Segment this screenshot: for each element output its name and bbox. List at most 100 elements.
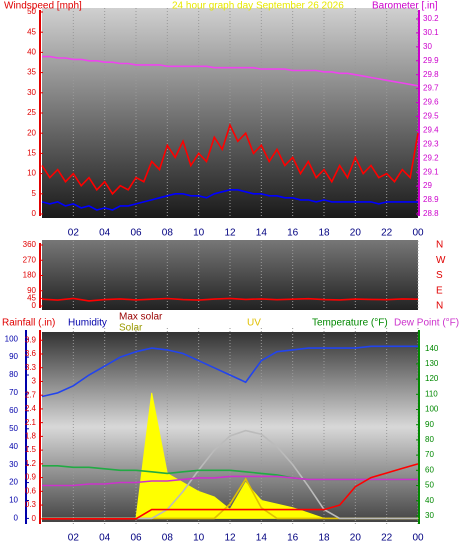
x-tick-label: 14 bbox=[256, 228, 268, 239]
y-tick-label: 0.3 bbox=[25, 500, 37, 509]
x-tick-label: 18 bbox=[318, 533, 330, 544]
y-tick-label: 35 bbox=[27, 68, 36, 77]
y-tick-label: 3.6 bbox=[25, 349, 37, 358]
y-tick-label: 0 bbox=[32, 514, 37, 523]
x-tick-label: 22 bbox=[381, 228, 393, 239]
axis-label: Windspeed [mph] bbox=[4, 1, 82, 12]
y-tick-label: 70 bbox=[9, 388, 18, 397]
x-tick-label: 08 bbox=[162, 228, 174, 239]
y-tick-label: 0 bbox=[32, 301, 37, 310]
x-tick-label: 16 bbox=[287, 533, 299, 544]
y-tick-label: 120 bbox=[425, 374, 439, 383]
y-tick-label: 2.7 bbox=[25, 390, 37, 399]
y-tick-label: 15 bbox=[27, 149, 36, 158]
y-tick-label: 29.2 bbox=[423, 153, 439, 162]
axis-label: Barometer [.in] bbox=[372, 1, 438, 12]
y-tick-label: 25 bbox=[27, 108, 36, 117]
axis-label: Temperature (°F) bbox=[312, 318, 388, 329]
y-tick-label: 100 bbox=[5, 334, 19, 343]
y-tick-label: 1.8 bbox=[25, 431, 37, 440]
y-tick-label: 45 bbox=[27, 27, 36, 36]
x-tick-label: 12 bbox=[224, 533, 236, 544]
legend-label: UV bbox=[247, 318, 261, 329]
y-tick-label: 20 bbox=[27, 128, 36, 137]
x-tick-label: 02 bbox=[68, 228, 80, 239]
y-tick-label: 140 bbox=[425, 344, 439, 353]
compass-label: S bbox=[436, 270, 443, 281]
legend-label: Dew Point (°F) bbox=[394, 318, 459, 329]
compass-label: W bbox=[436, 255, 446, 266]
y-tick-label: 360 bbox=[23, 240, 37, 249]
y-tick-label: 29.7 bbox=[423, 84, 439, 93]
series-line bbox=[41, 345, 418, 398]
y-tick-label: 2.1 bbox=[25, 418, 37, 427]
x-tick-label: 00 bbox=[412, 533, 424, 544]
x-tick-label: 00 bbox=[412, 228, 424, 239]
y-tick-label: 60 bbox=[425, 465, 434, 474]
y-tick-label: 50 bbox=[425, 481, 434, 490]
y-tick-label: 110 bbox=[425, 389, 438, 398]
y-tick-label: 80 bbox=[425, 435, 434, 444]
y-tick-label: 29.6 bbox=[423, 98, 439, 107]
series-line bbox=[41, 297, 419, 302]
x-tick-label: 10 bbox=[193, 228, 205, 239]
y-tick-label: 29.9 bbox=[423, 56, 439, 65]
x-tick-label: 18 bbox=[318, 228, 330, 239]
axis-label: Rainfall (.in) bbox=[2, 318, 55, 329]
y-tick-label: 90 bbox=[425, 420, 434, 429]
y-tick-label: 30 bbox=[27, 88, 36, 97]
y-tick-label: 28.8 bbox=[423, 209, 439, 218]
x-tick-label: 02 bbox=[68, 533, 80, 544]
y-tick-label: 2.4 bbox=[25, 404, 37, 413]
y-tick-label: 10 bbox=[27, 169, 36, 178]
x-tick-label: 06 bbox=[130, 228, 142, 239]
y-tick-label: 90 bbox=[9, 352, 18, 361]
y-tick-label: 50 bbox=[9, 424, 18, 433]
y-tick-label: 270 bbox=[23, 255, 37, 264]
y-tick-label: 60 bbox=[9, 406, 18, 415]
y-tick-label: 0.9 bbox=[25, 473, 37, 482]
y-tick-label: 30.2 bbox=[423, 14, 439, 23]
y-tick-label: 40 bbox=[425, 496, 434, 505]
series-line bbox=[42, 463, 419, 520]
series-line bbox=[41, 122, 419, 196]
y-tick-label: 5 bbox=[32, 189, 37, 198]
legend-label: Max solar bbox=[119, 312, 163, 323]
series-line bbox=[42, 475, 418, 487]
y-tick-label: 40 bbox=[27, 48, 36, 57]
y-tick-label: 29.4 bbox=[423, 126, 439, 135]
y-tick-label: 29.8 bbox=[423, 70, 439, 79]
legend-label: Solar bbox=[119, 323, 143, 334]
y-tick-label: 0.6 bbox=[25, 486, 37, 495]
y-tick-label: 30 bbox=[425, 511, 434, 520]
y-tick-label: 3 bbox=[32, 377, 37, 386]
y-tick-label: 28.9 bbox=[423, 195, 439, 204]
x-tick-label: 12 bbox=[224, 228, 236, 239]
compass-label: N bbox=[436, 301, 443, 312]
y-tick-label: 30 bbox=[9, 460, 18, 469]
x-tick-label: 22 bbox=[381, 533, 393, 544]
y-tick-label: 45 bbox=[27, 293, 36, 302]
y-tick-label: 180 bbox=[23, 271, 37, 280]
y-tick-label: 1.5 bbox=[25, 445, 37, 454]
y-tick-label: 30 bbox=[423, 42, 432, 51]
y-tick-label: 10 bbox=[9, 496, 18, 505]
x-tick-label: 14 bbox=[256, 533, 268, 544]
y-tick-label: 0 bbox=[32, 209, 37, 218]
y-tick-label: 0 bbox=[14, 514, 19, 523]
y-tick-label: 29.1 bbox=[423, 167, 439, 176]
x-tick-label: 08 bbox=[162, 533, 174, 544]
y-tick-label: 20 bbox=[9, 478, 18, 487]
y-tick-label: 100 bbox=[425, 405, 439, 414]
compass-label: E bbox=[436, 285, 443, 296]
y-tick-label: 70 bbox=[425, 450, 434, 459]
y-tick-label: 29 bbox=[423, 181, 432, 190]
axis-label: Humidity bbox=[68, 318, 107, 329]
y-tick-label: 29.3 bbox=[423, 139, 439, 148]
y-tick-label: 30.1 bbox=[423, 28, 439, 37]
x-tick-label: 20 bbox=[350, 533, 362, 544]
x-tick-label: 16 bbox=[287, 228, 299, 239]
compass-label: N bbox=[436, 240, 443, 251]
y-tick-label: 29.5 bbox=[423, 112, 439, 121]
